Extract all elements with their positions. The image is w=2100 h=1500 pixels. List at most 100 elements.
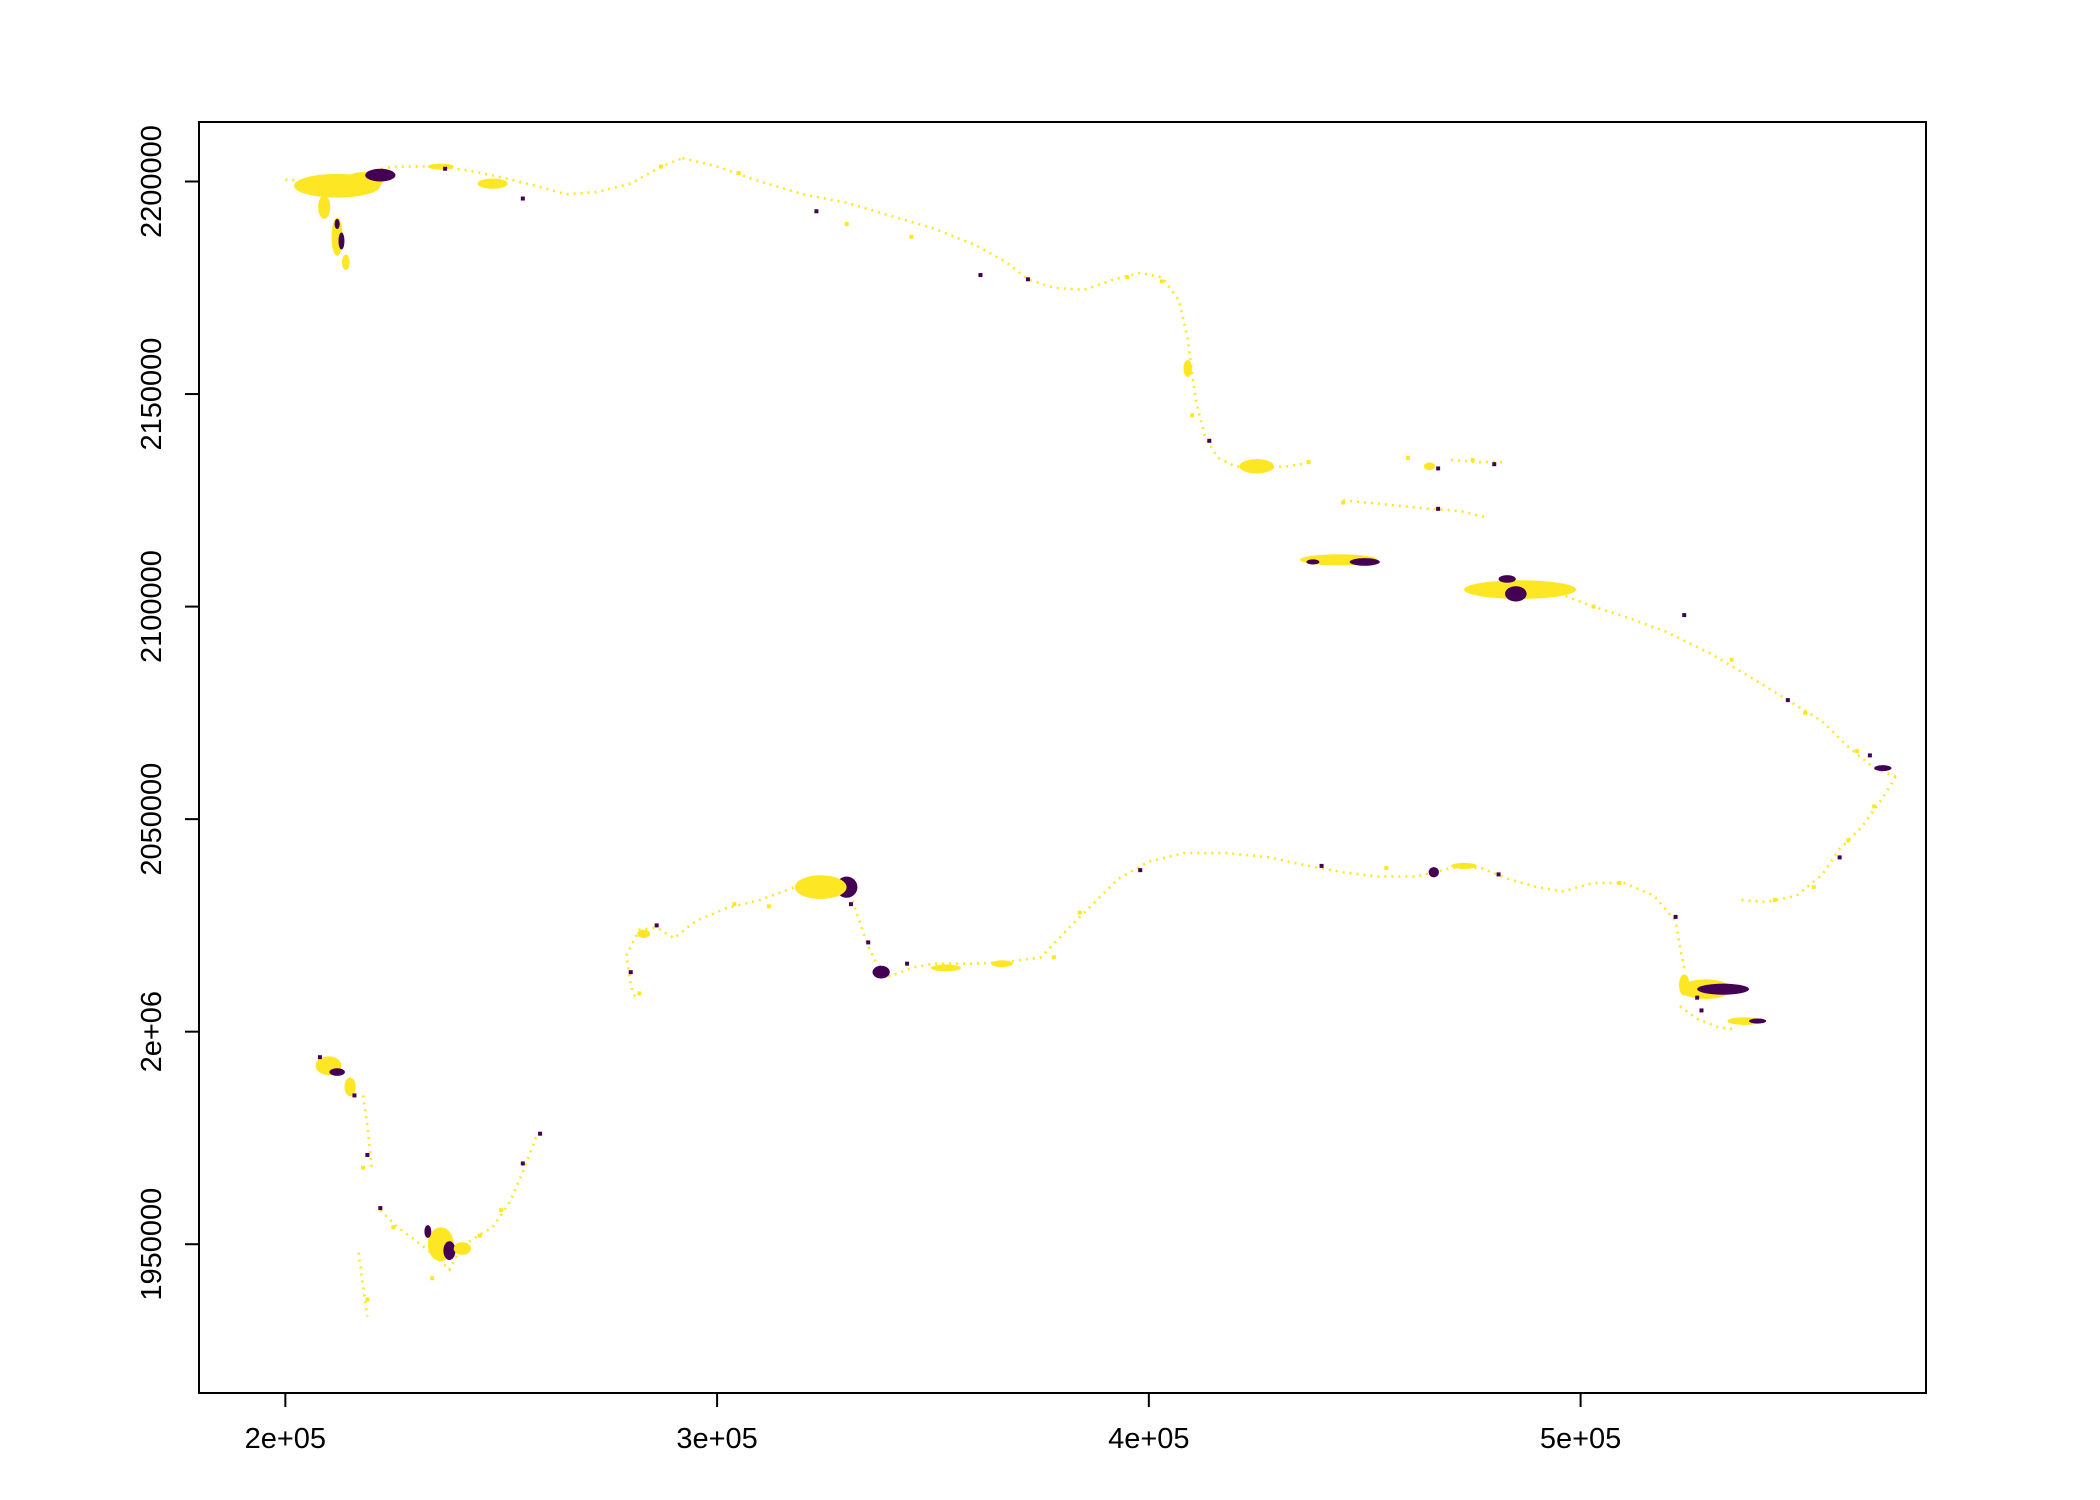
y-tick-label-4: 2150000	[136, 338, 168, 451]
raster-cell-0	[443, 166, 448, 171]
raster-cell-13	[1306, 460, 1311, 465]
raster-cell-30	[1811, 885, 1816, 890]
raster-cluster-35	[329, 1068, 345, 1076]
raster-cell-7	[978, 273, 983, 278]
raster-cluster-36	[344, 1077, 356, 1097]
raster-cell-53	[361, 1165, 366, 1170]
raster-cell-2	[658, 164, 663, 169]
x-tick-label-2: 4e+05	[1108, 1423, 1189, 1455]
y-tick-label-0: 1950000	[136, 1188, 168, 1301]
raster-cell-41	[866, 940, 871, 945]
raster-cell-44	[732, 902, 737, 907]
raster-cell-43	[766, 904, 771, 909]
raster-cell-14	[1405, 455, 1410, 460]
raster-cell-6	[909, 234, 914, 239]
raster-cluster-3	[318, 195, 331, 219]
raster-cluster-25	[930, 964, 962, 972]
raster-cluster-30	[1697, 983, 1749, 995]
raster-cell-40	[905, 961, 910, 966]
raster-cell-5	[844, 222, 849, 227]
raster-cell-17	[1492, 462, 1497, 467]
raster-cell-23	[1785, 698, 1790, 703]
raster-cluster-27	[1451, 862, 1477, 869]
raster-cell-39	[1051, 955, 1056, 960]
raster-cluster-11	[1239, 459, 1275, 474]
raster-cell-20	[1591, 604, 1596, 609]
raster-cell-21	[1682, 613, 1687, 618]
raster-trace-5	[1740, 775, 1897, 904]
raster-trace-6	[625, 851, 1686, 999]
raster-cluster-layer	[293, 163, 1892, 1262]
raster-cluster-23	[872, 965, 890, 979]
raster-cell-50	[317, 1055, 322, 1060]
raster-cell-59	[538, 1131, 543, 1136]
raster-trace-4	[1558, 592, 1897, 778]
raster-cluster-24	[991, 960, 1013, 968]
raster-cell-25	[1854, 749, 1859, 754]
raster-cell-28	[1846, 838, 1851, 843]
raster-cell-27	[1872, 804, 1877, 809]
raster-cluster-40	[424, 1225, 432, 1238]
raster-cell-47	[637, 991, 642, 996]
raster-cluster-12	[1423, 462, 1436, 471]
raster-cell-24	[1803, 710, 1808, 715]
raster-cluster-38	[443, 1241, 456, 1260]
x-tick-label-1: 3e+05	[676, 1423, 757, 1455]
raster-cell-48	[1699, 1008, 1704, 1013]
raster-cluster-2	[365, 168, 396, 182]
raster-cell-4	[814, 209, 819, 214]
raster-cell-12	[1207, 438, 1212, 443]
raster-cell-49	[1695, 995, 1700, 1000]
raster-cell-36	[1319, 863, 1324, 868]
raster-cluster-6	[341, 254, 350, 270]
raster-cell-58	[520, 1161, 525, 1166]
raster-cluster-39	[453, 1242, 472, 1255]
raster-cell-1	[520, 196, 525, 201]
raster-cell-45	[654, 923, 659, 928]
raster-cell-11	[1190, 413, 1195, 418]
raster-cluster-19	[1526, 584, 1557, 596]
raster-cell-9	[1125, 275, 1130, 280]
raster-cell-26	[1867, 753, 1872, 758]
y-tick-label-5: 2200000	[136, 125, 168, 238]
raster-trace-2	[1342, 499, 1486, 519]
y-tick-label-3: 2100000	[136, 550, 168, 663]
raster-cluster-9	[427, 163, 454, 170]
x-tick-label-0: 2e+05	[245, 1423, 326, 1455]
raster-trace-3	[1450, 458, 1503, 464]
raster-cell-60	[430, 1276, 435, 1281]
raster-cluster-22	[794, 875, 847, 900]
raster-cell-19	[1341, 500, 1346, 505]
raster-speck-layer	[317, 164, 1877, 1302]
raster-cell-61	[365, 1297, 370, 1302]
raster-cell-3	[736, 171, 741, 176]
raster-cluster-10	[1183, 360, 1193, 378]
raster-cell-55	[391, 1225, 396, 1230]
raster-cell-18	[1436, 506, 1441, 511]
raster-cluster-8	[477, 178, 508, 189]
raster-cluster-7	[334, 218, 340, 230]
raster-cell-51	[352, 1093, 357, 1098]
y-axis: 1950000 2e+06 2050000 2100000 2150000 2200000	[136, 125, 200, 1301]
raster-cell-22	[1729, 657, 1734, 662]
y-tick-label-1: 2e+06	[136, 991, 168, 1072]
raster-cluster-15	[1306, 559, 1320, 565]
raster-cell-57	[499, 1208, 504, 1213]
raster-cell-29	[1837, 855, 1842, 860]
raster-cell-35	[1384, 866, 1389, 871]
raster-cluster-26	[1428, 867, 1439, 878]
raster-cell-10	[1159, 279, 1164, 284]
raster-cell-34	[1496, 872, 1501, 877]
x-tick-label-3: 5e+05	[1540, 1423, 1621, 1455]
raster-cluster-18	[1498, 575, 1516, 583]
raster-cluster-14	[1349, 558, 1380, 566]
x-axis: 2e+05 3e+05 4e+05 5e+05	[245, 1392, 1714, 1455]
raster-cell-54	[378, 1206, 383, 1211]
raster-cell-33	[1617, 880, 1622, 885]
raster-cluster-5	[338, 232, 345, 250]
raster-cluster-17	[1505, 586, 1527, 602]
raster-cell-42	[848, 902, 853, 907]
raster-cluster-28	[637, 929, 651, 939]
